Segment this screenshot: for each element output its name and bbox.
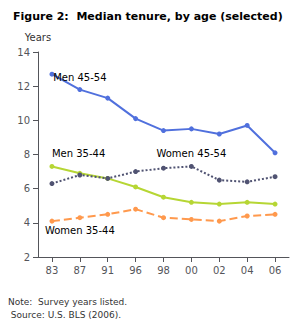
svg-text:Men 45-54: Men 45-54 (53, 72, 106, 83)
svg-text:96: 96 (129, 265, 142, 276)
svg-text:12: 12 (17, 81, 30, 92)
svg-text:Women 35-44: Women 35-44 (45, 225, 115, 236)
svg-text:Note: Survey years listed.: Note: Survey years listed. (8, 297, 127, 307)
svg-text:14: 14 (17, 47, 30, 58)
svg-text:00: 00 (185, 265, 198, 276)
svg-text:02: 02 (213, 265, 226, 276)
svg-text:87: 87 (73, 265, 86, 276)
svg-text:04: 04 (241, 265, 254, 276)
svg-text:06: 06 (269, 265, 282, 276)
svg-text:6: 6 (24, 183, 30, 194)
svg-text:Source: U.S. BLS (2006).: Source: U.S. BLS (2006). (8, 310, 121, 320)
svg-text:Years: Years (24, 32, 51, 43)
svg-text:8: 8 (24, 149, 30, 160)
svg-text:10: 10 (17, 115, 30, 126)
svg-text:Men 35-44: Men 35-44 (52, 148, 105, 159)
svg-text:2: 2 (24, 252, 30, 263)
svg-text:83: 83 (46, 265, 59, 276)
svg-text:Women 45-54: Women 45-54 (156, 148, 226, 159)
svg-text:Figure 2: Median tenure, by a: Figure 2: Median tenure, by age (selecte… (13, 10, 283, 23)
svg-text:91: 91 (101, 265, 114, 276)
svg-text:98: 98 (157, 265, 170, 276)
svg-text:4: 4 (24, 217, 30, 228)
